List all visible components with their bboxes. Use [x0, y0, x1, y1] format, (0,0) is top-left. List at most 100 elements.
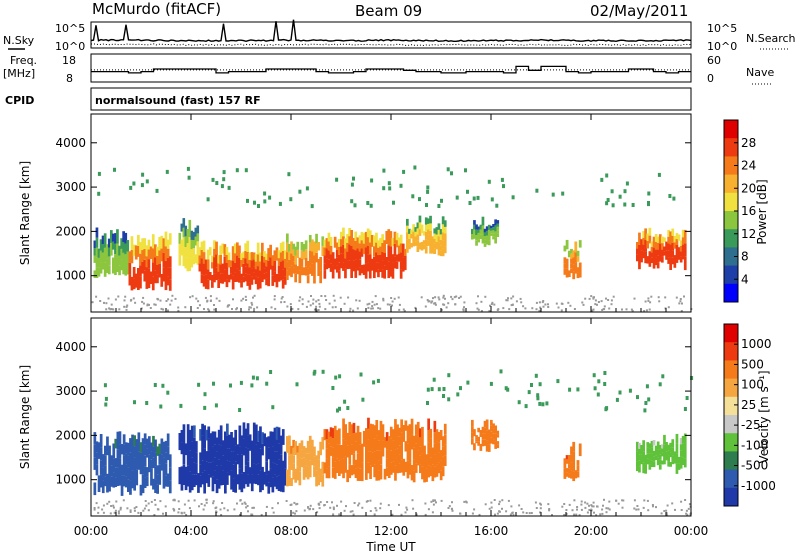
- power-echo-cell: [166, 239, 170, 249]
- power-echo-cell: [360, 240, 364, 249]
- vel-ground-scatter: [424, 502, 427, 505]
- vel-echo-cell: [392, 451, 395, 462]
- vel-echo-cell: [292, 463, 295, 472]
- power-echo-cell: [437, 229, 441, 237]
- power-echo-cell: [483, 228, 487, 233]
- vel-echo-cell: [352, 464, 356, 475]
- power-echo-cell: [124, 243, 128, 255]
- power-echo-cell: [137, 279, 140, 290]
- power-echo-cell: [422, 244, 426, 250]
- power-echo-cell: [271, 275, 275, 286]
- power-echo-cell: [496, 233, 500, 237]
- power-echo-cell: [298, 257, 302, 271]
- vel-echo-cell: [365, 466, 368, 480]
- power-echo-cell: [319, 270, 322, 284]
- vel-echo-cell: [150, 451, 153, 460]
- power-echo-cell: [217, 271, 220, 280]
- vel-echo-cell: [101, 454, 105, 468]
- vel-echo-cell: [139, 463, 143, 475]
- vel-echo-cell: [652, 461, 656, 468]
- power-echo-cell: [667, 257, 670, 264]
- power-echo-cell: [213, 273, 216, 283]
- vel-echo-cell: [650, 447, 654, 454]
- vel-echo-cell: [475, 441, 478, 444]
- vel-echo-cell: [135, 439, 139, 455]
- power-echo-cell: [308, 266, 312, 274]
- vel-echo-cell: [180, 430, 184, 443]
- vel-ground-scatter: [295, 510, 298, 513]
- vel-ground-scatter: [451, 501, 453, 504]
- power-echo-cell: [366, 245, 370, 255]
- power-ground-scatter: [442, 303, 445, 306]
- vel-ground-scatter: [580, 508, 583, 511]
- vel-echo-cell: [379, 464, 383, 480]
- power-echo-cell: [240, 260, 243, 267]
- vel-echo-cell: [275, 451, 279, 465]
- vel-echo-cell: [158, 453, 162, 465]
- vel-echo-cell: [644, 454, 647, 465]
- vel-ground-scatter: [119, 506, 122, 509]
- vel-echo-cell: [122, 444, 126, 456]
- power-ground-scatter: [375, 303, 378, 306]
- power-echo-cell: [223, 269, 227, 282]
- vel-ground-scatter: [435, 501, 437, 504]
- vel-echo-cell: [481, 433, 485, 440]
- vel-echo-cell: [133, 479, 136, 491]
- vel-echo-cell: [492, 428, 495, 434]
- power-echo-cell: [267, 248, 270, 261]
- power-echo-cell: [236, 242, 239, 256]
- vel-ground-scatter: [205, 498, 208, 501]
- power-ground-scatter: [103, 301, 105, 304]
- vel-echo-cell: [141, 438, 145, 457]
- power-echo-cell: [180, 223, 184, 232]
- power-echo-cell: [325, 258, 329, 270]
- power-echo-cell: [139, 242, 142, 254]
- vel-echo-cell: [658, 454, 662, 460]
- vel-ground-scatter: [665, 512, 668, 515]
- power-echo-cell: [221, 243, 225, 254]
- vel-echo-cell: [492, 423, 495, 429]
- vel-ground-scatter: [405, 506, 408, 509]
- vel-echo-cell: [490, 437, 493, 444]
- vel-ground-scatter: [636, 505, 639, 507]
- vel-echo-cell: [572, 461, 576, 472]
- power-echo-cell: [667, 229, 670, 237]
- power-echo-cell: [335, 242, 339, 250]
- vel-sparse-echo: [214, 403, 218, 408]
- power-echo-cell: [477, 232, 480, 236]
- power-echo-cell: [570, 258, 573, 264]
- power-ground-scatter: [386, 303, 389, 306]
- power-echo-cell: [288, 267, 291, 276]
- power-echo-cell: [667, 243, 670, 251]
- vel-echo-cell: [265, 449, 268, 462]
- power-echo-cell: [188, 237, 192, 255]
- vel-echo-cell: [238, 468, 242, 490]
- vel-ground-scatter: [539, 511, 542, 514]
- power-ground-scatter: [397, 296, 400, 299]
- power-ground-scatter: [315, 300, 318, 303]
- vel-echo-cell: [654, 450, 658, 456]
- vel-ground-scatter: [307, 506, 309, 509]
- power-echo-cell: [296, 241, 300, 250]
- power-echo-cell: [311, 263, 314, 276]
- power-ground-scatter: [414, 306, 417, 309]
- power-echo-cell: [675, 256, 679, 263]
- vel-echo-cell: [240, 473, 244, 493]
- vel-echo-cell: [315, 455, 318, 471]
- vel-echo-cell: [496, 441, 500, 445]
- vel-echo-cell: [331, 448, 335, 458]
- vel-ground-scatter: [576, 506, 579, 508]
- power-echo-cell: [496, 230, 500, 234]
- power-echo-cell: [147, 249, 151, 260]
- vel-echo-cell: [99, 460, 103, 475]
- power-echo-cell: [401, 257, 405, 272]
- vel-echo-cell: [336, 458, 339, 473]
- power-echo-cell: [424, 231, 428, 240]
- power-echo-cell: [327, 259, 331, 268]
- power-ground-scatter: [125, 308, 128, 311]
- power-ground-scatter: [251, 303, 254, 306]
- vel-echo-cell: [652, 440, 656, 446]
- vel-echo-cell: [352, 433, 356, 444]
- vel-echo-cell: [298, 471, 302, 486]
- power-echo-cell: [429, 215, 432, 224]
